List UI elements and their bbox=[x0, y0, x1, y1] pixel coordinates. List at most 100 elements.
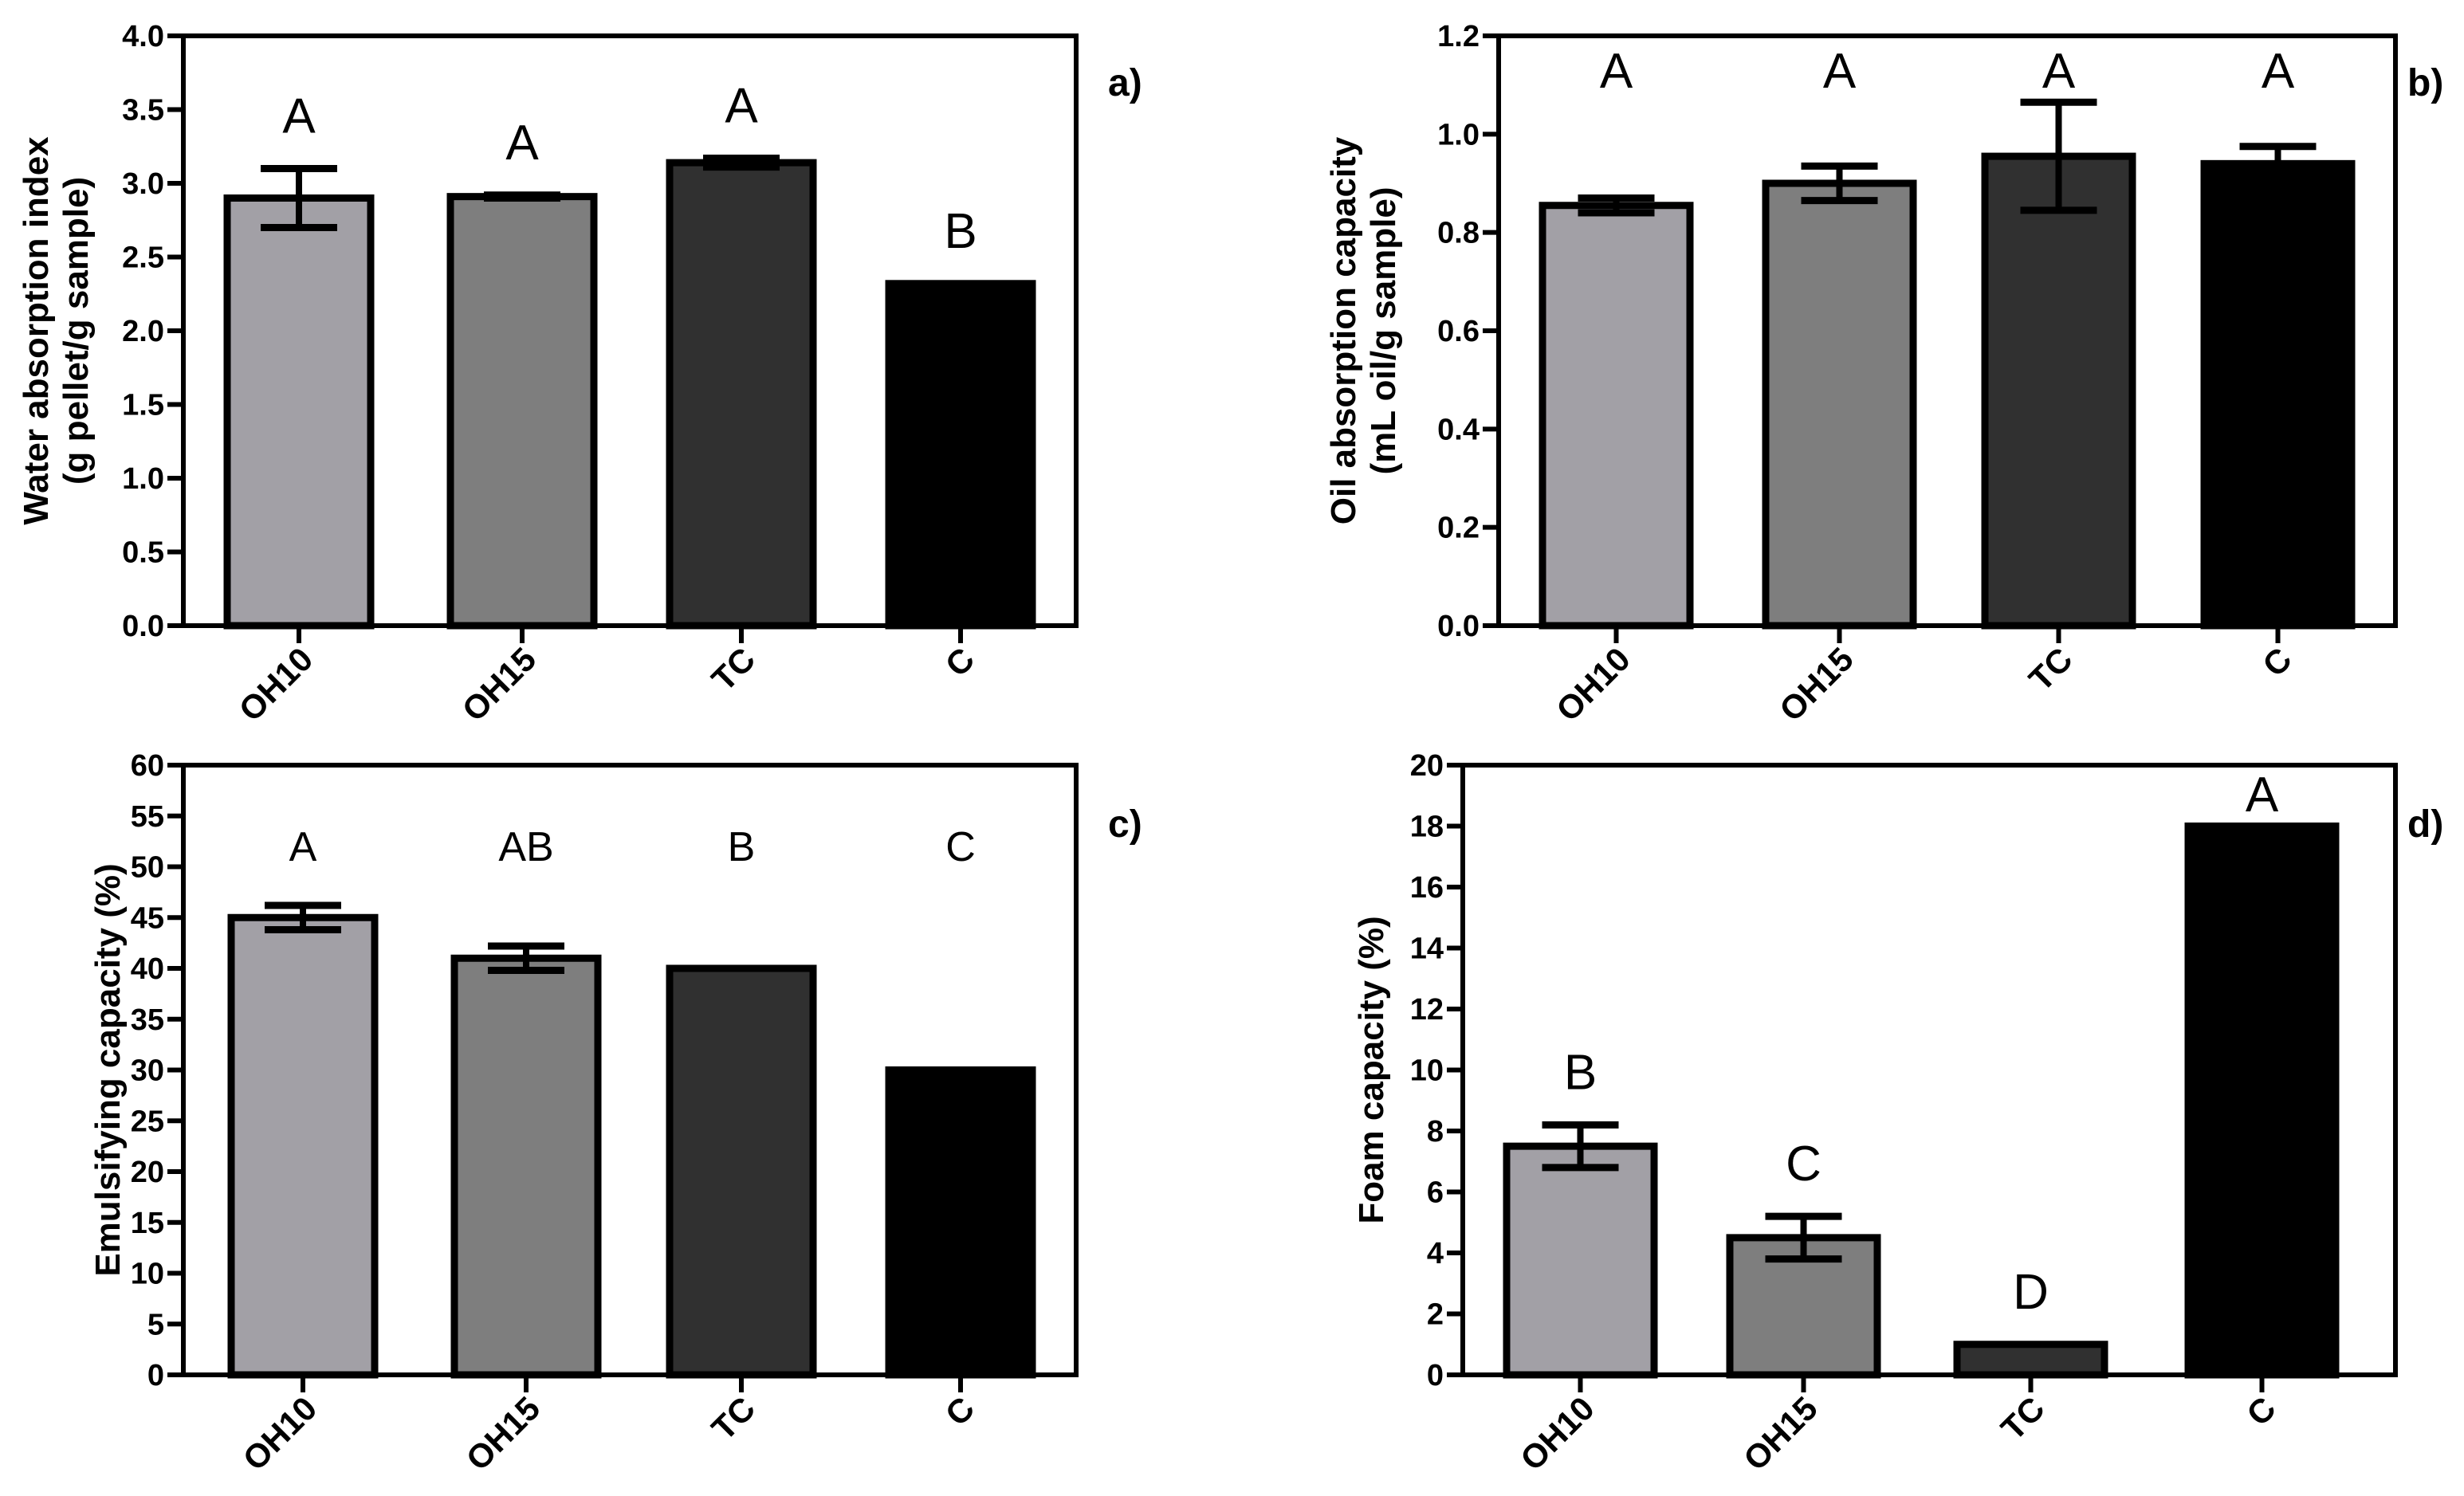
y-axis-title: (mL oil/g sample) bbox=[1364, 187, 1403, 474]
y-tick-label: 0.6 bbox=[1437, 315, 1480, 348]
significance-letter: A bbox=[2042, 44, 2076, 99]
y-tick-label: 30 bbox=[131, 1054, 164, 1088]
error-bar-oh15 bbox=[1801, 162, 1878, 205]
x-tick-label: C bbox=[2239, 1389, 2283, 1433]
y-tick-label: 1.0 bbox=[122, 462, 164, 496]
y-tick-label: 1.0 bbox=[1437, 118, 1480, 151]
x-tick-label: OH15 bbox=[455, 640, 544, 728]
error-bar-oh10 bbox=[1578, 194, 1655, 217]
x-tick-label: TC bbox=[1994, 1389, 2052, 1447]
error-bar-oh10 bbox=[265, 901, 341, 934]
significance-letter: C bbox=[1786, 1137, 1821, 1192]
chart-panel-3: A AB B C 0 5 10 15 20 25 30 35 40 45 50 55 60 OH10 OH15 TC C… bbox=[88, 749, 1142, 1478]
bar-tc bbox=[1953, 1341, 2108, 1379]
y-tick-label: 2 bbox=[1427, 1298, 1444, 1332]
y-tick-label: 60 bbox=[131, 749, 164, 783]
y-tick-label: 0.8 bbox=[1437, 217, 1480, 250]
error-bar-oh10 bbox=[261, 165, 337, 231]
chart-panel-2: A A A A 0.0 0.2 0.4 0.6 0.8 1.0 1.2 OH10 OH15 TC C Oil … bbox=[1324, 20, 2443, 728]
error-bar-tc bbox=[703, 155, 780, 171]
panel-label: b) bbox=[2407, 62, 2443, 104]
significance-letter: A bbox=[1600, 44, 1633, 99]
y-tick-label: 0.0 bbox=[1437, 610, 1480, 643]
significance-letter: A bbox=[282, 89, 316, 144]
panel-label: d) bbox=[2407, 803, 2443, 846]
y-tick-label: 14 bbox=[1410, 933, 1444, 966]
significance-letter: A bbox=[505, 116, 539, 171]
y-tick-label: 0 bbox=[1427, 1359, 1444, 1392]
chart-panel-4: B C D A 0 2 4 6 8 10 12 14 16 18 20 OH10 OH15 TC C Foam cap… bbox=[1352, 749, 2443, 1478]
y-tick-label: 0 bbox=[147, 1359, 164, 1392]
error-bar-c bbox=[2239, 143, 2317, 185]
bar-oh10 bbox=[223, 194, 375, 630]
y-axis-title: (g pellet/g sample) bbox=[57, 177, 96, 485]
y-tick-label: 35 bbox=[131, 1003, 164, 1037]
bar-tc bbox=[1981, 152, 2136, 630]
bar-c bbox=[885, 280, 1036, 630]
y-tick-label: 0.2 bbox=[1437, 512, 1480, 545]
x-tick-label: TC bbox=[705, 640, 763, 698]
bar-oh10 bbox=[1539, 202, 1694, 630]
y-axis-title: Emulsifying capacity (%) bbox=[88, 863, 128, 1276]
x-tick-label: OH10 bbox=[232, 640, 320, 728]
error-bar-oh15 bbox=[488, 942, 564, 975]
significance-letter: B bbox=[944, 204, 977, 259]
panel-label: a) bbox=[1108, 62, 1142, 104]
error-bar-oh10 bbox=[1542, 1121, 1619, 1172]
y-tick-label: 55 bbox=[131, 800, 164, 834]
significance-letter: B bbox=[1564, 1045, 1597, 1100]
x-tick-label: C bbox=[938, 1389, 982, 1433]
x-tick-label: TC bbox=[2022, 640, 2080, 698]
x-tick-label: OH10 bbox=[1549, 640, 1637, 728]
significance-letter: A bbox=[725, 79, 758, 134]
y-tick-label: 45 bbox=[131, 901, 164, 935]
bar-oh15 bbox=[446, 193, 598, 630]
x-tick-label: OH10 bbox=[236, 1389, 324, 1478]
bar-oh10 bbox=[1503, 1142, 1658, 1379]
bar-tc bbox=[666, 964, 817, 1379]
significance-letter: A bbox=[2246, 768, 2279, 823]
y-tick-label: 5 bbox=[147, 1308, 164, 1341]
y-tick-label: 1.2 bbox=[1437, 20, 1480, 53]
y-tick-label: 8 bbox=[1427, 1115, 1444, 1149]
x-tick-label: OH15 bbox=[1736, 1389, 1825, 1478]
bar-oh15 bbox=[450, 954, 602, 1379]
y-axis-title: Foam capacity (%) bbox=[1352, 916, 1391, 1223]
bar-c bbox=[885, 1066, 1036, 1379]
y-axis-title: Water absorption index bbox=[17, 136, 56, 525]
y-tick-label: 10 bbox=[131, 1258, 164, 1291]
bar-c bbox=[2200, 159, 2356, 630]
significance-letter: A bbox=[2262, 44, 2295, 99]
y-tick-label: 0.5 bbox=[122, 536, 164, 570]
bar-c bbox=[2184, 823, 2340, 1379]
y-tick-label: 12 bbox=[1410, 993, 1444, 1027]
significance-letter: A bbox=[289, 824, 317, 870]
y-tick-label: 20 bbox=[131, 1156, 164, 1189]
y-tick-label: 1.5 bbox=[122, 389, 164, 422]
y-tick-label: 20 bbox=[1410, 749, 1444, 783]
bar-oh15 bbox=[1762, 179, 1917, 630]
y-tick-label: 2.0 bbox=[122, 315, 164, 348]
y-tick-label: 0.4 bbox=[1437, 413, 1480, 446]
y-tick-label: 0.0 bbox=[122, 610, 164, 643]
y-axis-title: Oil absorption capacity bbox=[1324, 136, 1363, 524]
significance-letter: B bbox=[728, 824, 756, 870]
y-tick-label: 40 bbox=[131, 952, 164, 986]
y-tick-label: 25 bbox=[131, 1105, 164, 1138]
significance-letter: AB bbox=[498, 824, 553, 870]
error-bar-oh15 bbox=[1765, 1212, 1842, 1263]
panel-label: c) bbox=[1108, 803, 1142, 846]
bar-oh10 bbox=[227, 913, 379, 1379]
x-tick-label: OH10 bbox=[1513, 1389, 1601, 1478]
y-tick-label: 3.0 bbox=[122, 167, 164, 201]
significance-letter: D bbox=[2013, 1265, 2049, 1320]
significance-letter: C bbox=[945, 824, 976, 870]
y-tick-label: 15 bbox=[131, 1207, 164, 1240]
y-tick-label: 6 bbox=[1427, 1176, 1444, 1210]
y-tick-label: 10 bbox=[1410, 1054, 1444, 1088]
y-tick-label: 16 bbox=[1410, 871, 1444, 905]
x-tick-label: OH15 bbox=[1772, 640, 1861, 728]
error-bar-tc bbox=[2020, 98, 2097, 214]
x-tick-label: C bbox=[938, 640, 982, 684]
chart-panel-1: A A A B 0.0 0.5 1.0 1.5 2.0 2.5 3.0 3.5 4.0 OH10 OH15 T… bbox=[17, 20, 1142, 728]
